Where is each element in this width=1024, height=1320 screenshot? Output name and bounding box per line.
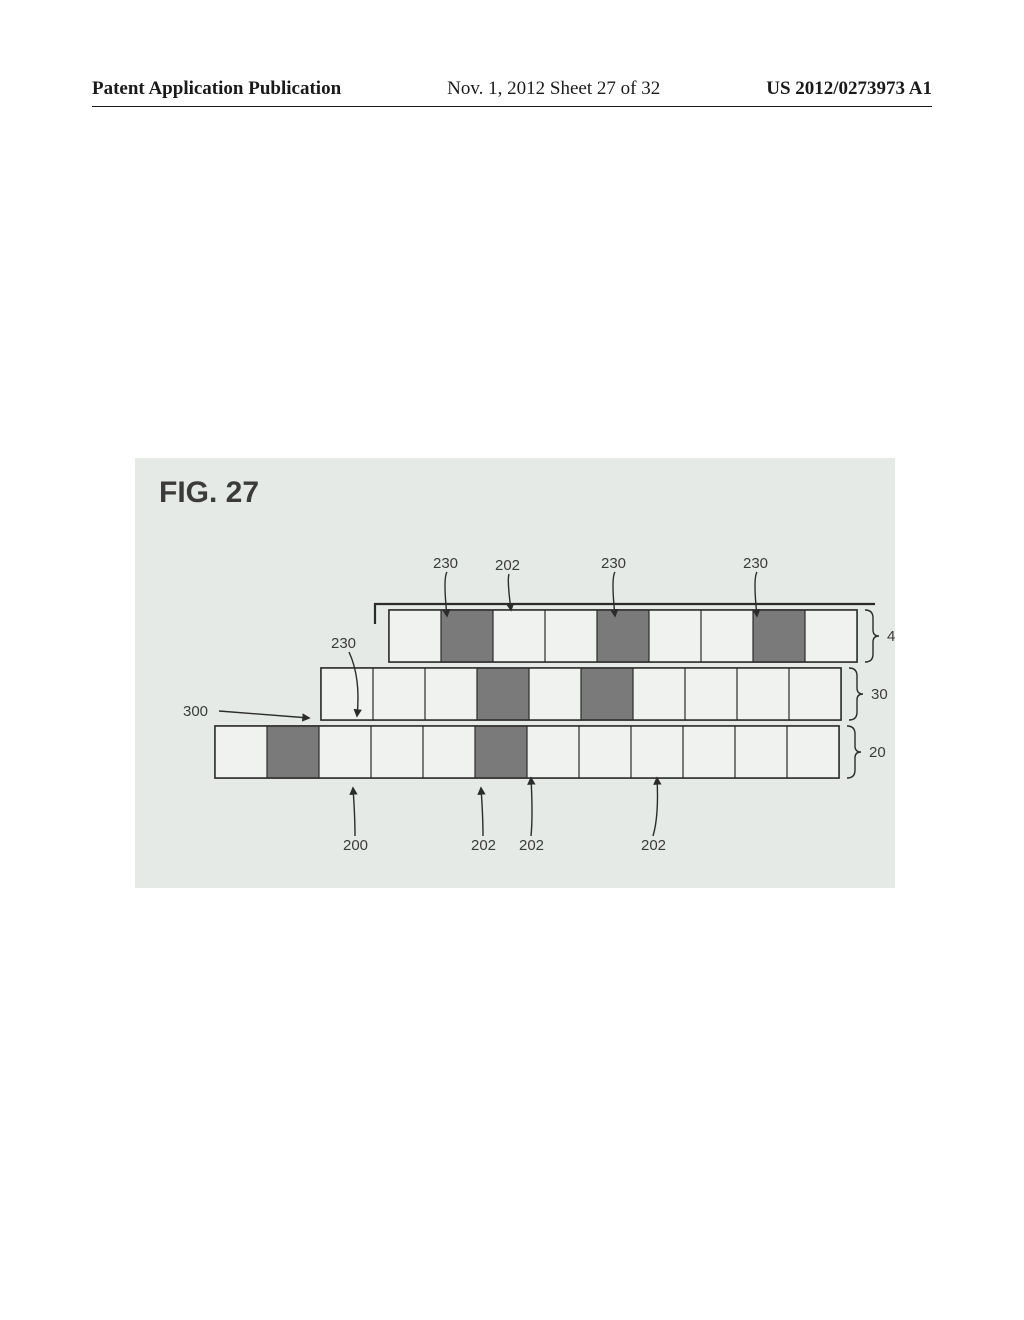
header-center: Nov. 1, 2012 Sheet 27 of 32 [447,78,660,100]
cell-dark [597,610,649,662]
svg-text:230: 230 [743,555,768,572]
svg-text:20: 20 [869,744,886,761]
header-left: Patent Application Publication [92,78,341,100]
layers-group [215,610,857,778]
svg-text:202: 202 [471,837,496,854]
cell-light [373,668,425,720]
cell-light [215,726,267,778]
figure-27-area: FIG. 27 203040 230202230230 230300 20020… [135,458,895,888]
cell-light [685,668,737,720]
svg-text:230: 230 [433,555,458,572]
layer-30 [321,668,841,720]
cell-light [789,668,841,720]
cell-light [737,668,789,720]
page-header: Patent Application Publication Nov. 1, 2… [0,78,1024,100]
cell-dark [753,610,805,662]
cell-light [529,668,581,720]
svg-text:230: 230 [331,635,356,652]
cell-light [787,726,839,778]
cell-dark [267,726,319,778]
cell-dark [441,610,493,662]
header-right: US 2012/0273973 A1 [766,78,932,100]
svg-text:30: 30 [871,686,888,703]
cell-dark [475,726,527,778]
cell-light [545,610,597,662]
svg-text:300: 300 [183,703,208,720]
layer-20 [215,726,839,778]
cell-dark [581,668,633,720]
cell-light [735,726,787,778]
cell-light [579,726,631,778]
cell-light [425,668,477,720]
cell-light [701,610,753,662]
cell-light [649,610,701,662]
svg-text:40: 40 [887,628,895,645]
figure-27-diagram: 20 30 40 230 202 230 230 230 300 200 202 202 202 [135,458,895,888]
cell-light [319,726,371,778]
cell-dark [477,668,529,720]
cell-light [805,610,857,662]
svg-text:202: 202 [641,837,666,854]
svg-text:200: 200 [343,837,368,854]
cell-light [633,668,685,720]
svg-text:202: 202 [495,557,520,574]
svg-text:202: 202 [519,837,544,854]
top-labels-group: 230 202 230 230 [433,555,768,616]
layer-40 [389,610,857,662]
header-rule [92,106,932,107]
cell-light [631,726,683,778]
cell-light [683,726,735,778]
cell-light [371,726,423,778]
cell-light [493,610,545,662]
cell-light [389,610,441,662]
cell-light [423,726,475,778]
bottom-labels-group: 200 202 202 202 [343,778,666,854]
svg-text:230: 230 [601,555,626,572]
cell-light [321,668,373,720]
cell-light [527,726,579,778]
page: Patent Application Publication Nov. 1, 2… [0,0,1024,1320]
